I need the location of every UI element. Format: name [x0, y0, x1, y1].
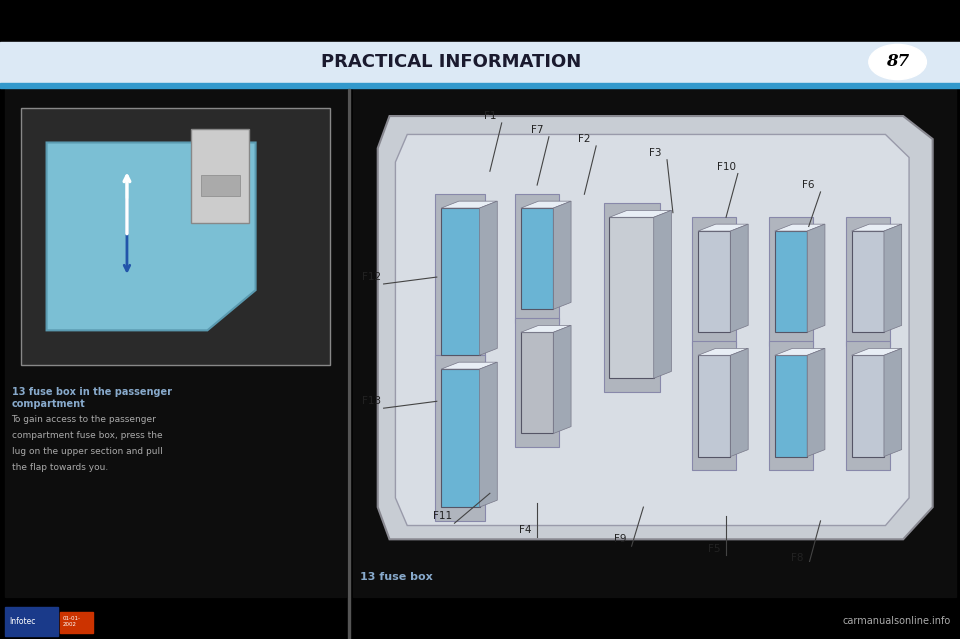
Polygon shape: [480, 201, 497, 355]
Text: 13 fuse box: 13 fuse box: [360, 572, 433, 582]
Text: F2: F2: [578, 134, 590, 144]
Polygon shape: [852, 348, 901, 355]
Text: F8: F8: [791, 553, 804, 563]
Bar: [0, 0, 960, 42]
Polygon shape: [731, 348, 748, 456]
Polygon shape: [731, 224, 748, 332]
Bar: [846, 341, 890, 470]
Ellipse shape: [869, 44, 926, 79]
Text: F5: F5: [708, 544, 721, 553]
Polygon shape: [610, 210, 671, 217]
Bar: [191, 129, 250, 223]
Bar: [521, 332, 553, 433]
Text: F13: F13: [362, 396, 381, 406]
Text: 87: 87: [886, 54, 909, 70]
Bar: [515, 318, 560, 447]
Bar: [435, 194, 486, 369]
Bar: [0, 89, 960, 601]
Bar: [775, 355, 807, 456]
Bar: [201, 174, 240, 196]
Polygon shape: [884, 224, 901, 332]
Bar: [852, 231, 884, 332]
Text: carmanualsonline.info: carmanualsonline.info: [842, 616, 950, 626]
Text: F9: F9: [613, 534, 626, 544]
Bar: [604, 203, 660, 392]
Text: F10: F10: [716, 162, 735, 172]
Polygon shape: [442, 201, 497, 208]
Bar: [698, 231, 731, 332]
Polygon shape: [553, 201, 571, 309]
Polygon shape: [396, 134, 909, 525]
Text: compartment fuse box, press the: compartment fuse box, press the: [12, 431, 162, 440]
Polygon shape: [807, 348, 825, 456]
Bar: [769, 217, 813, 346]
Bar: [5, 89, 346, 597]
Text: 01-01-
2002: 01-01- 2002: [62, 617, 81, 627]
Text: PRACTICAL INFORMATION: PRACTICAL INFORMATION: [321, 53, 582, 71]
Bar: [348, 89, 350, 597]
Bar: [442, 208, 480, 355]
Bar: [0, 83, 960, 88]
Polygon shape: [521, 201, 571, 208]
Text: lug on the upper section and pull: lug on the upper section and pull: [12, 447, 162, 456]
Polygon shape: [521, 325, 571, 332]
Bar: [775, 231, 807, 332]
Text: To gain access to the passenger: To gain access to the passenger: [12, 415, 156, 424]
Bar: [846, 217, 890, 346]
Text: F3: F3: [649, 148, 661, 158]
Bar: [442, 369, 480, 507]
Bar: [852, 355, 884, 456]
Text: F12: F12: [362, 272, 381, 282]
Text: F4: F4: [519, 525, 532, 535]
Polygon shape: [698, 224, 748, 231]
Bar: [60, 612, 93, 633]
Polygon shape: [654, 210, 671, 378]
Polygon shape: [47, 142, 255, 330]
Bar: [610, 217, 654, 378]
Polygon shape: [480, 362, 497, 507]
Text: F7: F7: [531, 125, 543, 135]
Polygon shape: [698, 348, 748, 355]
Bar: [0, 42, 960, 83]
Bar: [515, 194, 560, 323]
Bar: [769, 341, 813, 470]
Polygon shape: [442, 362, 497, 369]
Polygon shape: [553, 325, 571, 433]
Text: F6: F6: [803, 180, 815, 190]
Bar: [5, 607, 58, 636]
Bar: [435, 355, 486, 521]
Bar: [0, 599, 960, 639]
Bar: [692, 341, 736, 470]
Bar: [521, 208, 553, 309]
Text: compartment: compartment: [12, 399, 85, 410]
Bar: [353, 89, 956, 597]
Bar: [692, 217, 736, 346]
Bar: [348, 597, 350, 639]
Polygon shape: [775, 224, 825, 231]
Polygon shape: [807, 224, 825, 332]
Polygon shape: [775, 348, 825, 355]
Polygon shape: [884, 348, 901, 456]
Polygon shape: [377, 116, 933, 539]
Bar: [698, 355, 731, 456]
Text: 13 fuse box in the passenger: 13 fuse box in the passenger: [12, 387, 172, 397]
Polygon shape: [852, 224, 901, 231]
Text: F1: F1: [484, 111, 496, 121]
Text: Infotec: Infotec: [10, 617, 36, 626]
Text: the flap towards you.: the flap towards you.: [12, 463, 108, 472]
Text: F11: F11: [433, 511, 452, 521]
